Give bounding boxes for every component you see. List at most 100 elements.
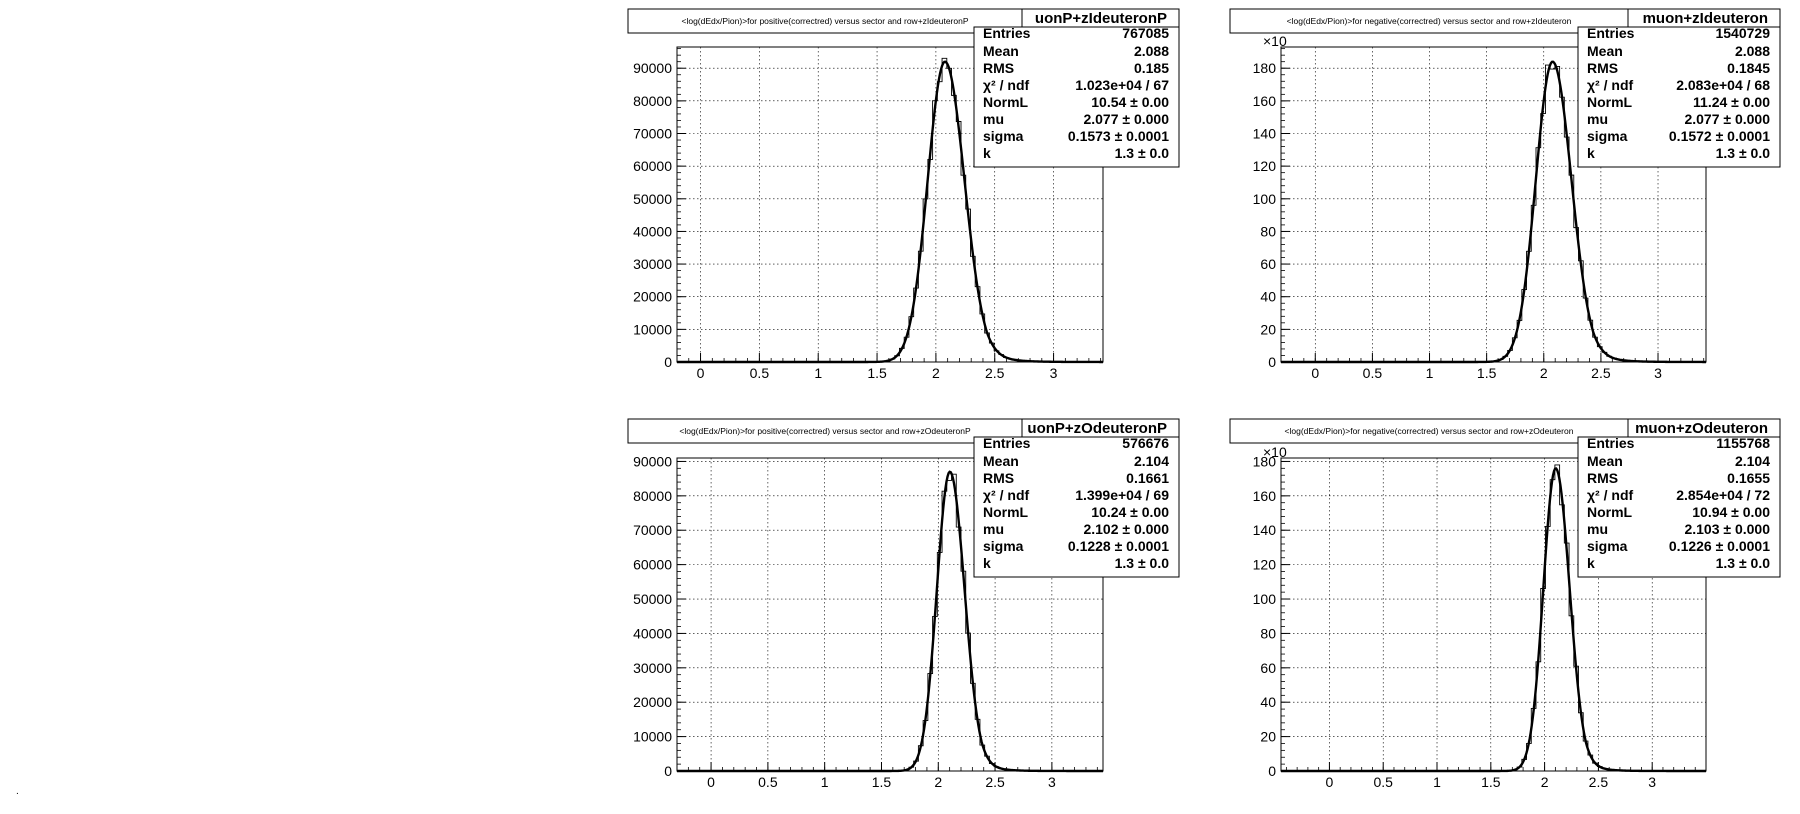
stats-row-name: k <box>1587 145 1595 161</box>
stats-row-value: 0.185 <box>1134 60 1169 76</box>
x-tick-label: 0 <box>1326 774 1334 790</box>
y-tick-label: 30000 <box>633 660 672 676</box>
stats-row-value: 0.1845 <box>1727 60 1770 76</box>
stats-row-value: 10.94 ± 0.00 <box>1692 504 1770 520</box>
y-tick-label: 60 <box>1260 660 1276 676</box>
y-tick-label: 40000 <box>633 625 672 641</box>
stats-box <box>973 26 1180 168</box>
y-tick-label: 100 <box>1253 191 1277 207</box>
stats-row-name: Mean <box>983 43 1019 59</box>
y-exponent-label: ×10 <box>1263 444 1287 460</box>
stats-row-name: RMS <box>1587 470 1618 486</box>
stats-row-value: 0.1572 ± 0.0001 <box>1669 128 1770 144</box>
y-tick-label: 180 <box>1253 453 1277 469</box>
y-tick-label: 70000 <box>633 522 672 538</box>
stats-row-name: Entries <box>983 435 1031 451</box>
y-tick-label: 80 <box>1260 223 1276 239</box>
y-tick-label: 180 <box>1253 60 1277 76</box>
y-tick-label: 20 <box>1260 321 1276 337</box>
x-tick-label: 3 <box>1654 365 1662 381</box>
pad-title-box <box>627 8 1023 34</box>
stray-mark: . <box>16 786 19 797</box>
hist-name-box <box>1021 418 1180 438</box>
stats-row-value: 576676 <box>1122 435 1169 451</box>
stats-row-name: χ² / ndf <box>1587 487 1633 503</box>
x-tick-label: 2.5 <box>985 774 1005 790</box>
stats-row-value: 0.1661 <box>1126 470 1169 486</box>
stats-row-name: sigma <box>983 538 1024 554</box>
stats-row-name: sigma <box>1587 128 1628 144</box>
stats-row-value: 1.3 ± 0.0 <box>1115 555 1170 571</box>
x-tick-label: 3 <box>1048 774 1056 790</box>
stats-row-value: 2.088 <box>1735 43 1770 59</box>
stats-row-value: 0.1573 ± 0.0001 <box>1068 128 1169 144</box>
x-tick-label: 2 <box>1540 365 1548 381</box>
y-tick-label: 80 <box>1260 625 1276 641</box>
stats-row-value: 10.54 ± 0.00 <box>1091 94 1169 110</box>
x-tick-label: 0 <box>697 365 705 381</box>
pad-title: <log(dEdx/Pion)>for positive(correctred)… <box>681 16 968 26</box>
stats-row-name: Mean <box>1587 43 1623 59</box>
stats-row-value: 0.1226 ± 0.0001 <box>1669 538 1770 554</box>
y-tick-label: 0 <box>664 763 672 779</box>
y-tick-label: 40 <box>1260 289 1276 305</box>
y-tick-label: 160 <box>1253 93 1277 109</box>
hist-name: muon+zIdeuteron <box>1643 10 1768 27</box>
stats-row-name: mu <box>1587 111 1608 127</box>
pad-title: <log(dEdx/Pion)>for negative(correctred)… <box>1287 16 1572 26</box>
stats-row-value: 2.083e+04 / 68 <box>1676 77 1770 93</box>
x-tick-label: 0 <box>1311 365 1319 381</box>
stats-row-name: Mean <box>983 453 1019 469</box>
stats-row-value: 2.077 ± 0.000 <box>1684 111 1770 127</box>
stats-row-value: 1.399e+04 / 69 <box>1075 487 1169 503</box>
y-tick-label: 40 <box>1260 694 1276 710</box>
x-tick-label: 1 <box>821 774 829 790</box>
stats-row-name: sigma <box>983 128 1024 144</box>
stats-row-name: mu <box>1587 521 1608 537</box>
pad-title-box <box>1229 8 1629 34</box>
hist-name-box <box>1627 418 1781 438</box>
y-tick-label: 10000 <box>633 321 672 337</box>
stats-row-name: NormL <box>1587 504 1633 520</box>
stats-row-name: Entries <box>1587 25 1635 41</box>
x-tick-label: 1 <box>814 365 822 381</box>
stats-row-name: RMS <box>1587 60 1618 76</box>
x-tick-label: 1.5 <box>867 365 887 381</box>
stats-row-name: mu <box>983 111 1004 127</box>
stats-row-value: 2.104 <box>1134 453 1169 469</box>
plot-frame <box>676 457 1104 772</box>
stats-box <box>1577 436 1781 578</box>
histogram-pad-4: 0 0.5 1 1.5 2 2.5 3 0 20 40 60 80 100 120 140 160 180×10… <box>1229 418 1781 790</box>
y-tick-label: 160 <box>1253 488 1277 504</box>
stats-row-name: χ² / ndf <box>983 487 1029 503</box>
histogram-pad-2: 0 0.5 1 1.5 2 2.5 3 0 20 40 60 80 100 120 140 160 180 ×10… <box>1229 8 1781 381</box>
stats-row-value: 1.3 ± 0.0 <box>1115 145 1170 161</box>
stats-row-value: 767085 <box>1122 25 1169 41</box>
x-tick-label: 2 <box>1541 774 1549 790</box>
stats-row-name: k <box>1587 555 1595 571</box>
y-tick-label: 20000 <box>633 694 672 710</box>
stats-row-value: 2.854e+04 / 72 <box>1676 487 1770 503</box>
stats-row-name: χ² / ndf <box>983 77 1029 93</box>
stats-row-value: 1.3 ± 0.0 <box>1716 145 1771 161</box>
y-tick-label: 40000 <box>633 223 672 239</box>
y-tick-label: 50000 <box>633 191 672 207</box>
x-tick-label: 2 <box>934 774 942 790</box>
x-tick-label: 0.5 <box>1363 365 1383 381</box>
hist-name-box <box>1021 8 1180 28</box>
stats-row-value: 2.077 ± 0.000 <box>1083 111 1169 127</box>
stats-row-value: 2.102 ± 0.000 <box>1083 521 1169 537</box>
x-tick-label: 2.5 <box>985 365 1005 381</box>
pad-title: <log(dEdx/Pion)>for negative(correctred)… <box>1285 426 1574 436</box>
x-tick-label: 2 <box>932 365 940 381</box>
x-tick-label: 3 <box>1648 774 1656 790</box>
stats-row-name: Mean <box>1587 453 1623 469</box>
x-tick-label: 2.5 <box>1589 774 1609 790</box>
y-tick-label: 100 <box>1253 591 1277 607</box>
x-tick-label: 0.5 <box>750 365 770 381</box>
y-tick-label: 0 <box>1268 763 1276 779</box>
plot-frame <box>676 46 1104 363</box>
hist-name: uonP+zIdeuteronP <box>1035 10 1167 27</box>
y-tick-label: 140 <box>1253 126 1277 142</box>
